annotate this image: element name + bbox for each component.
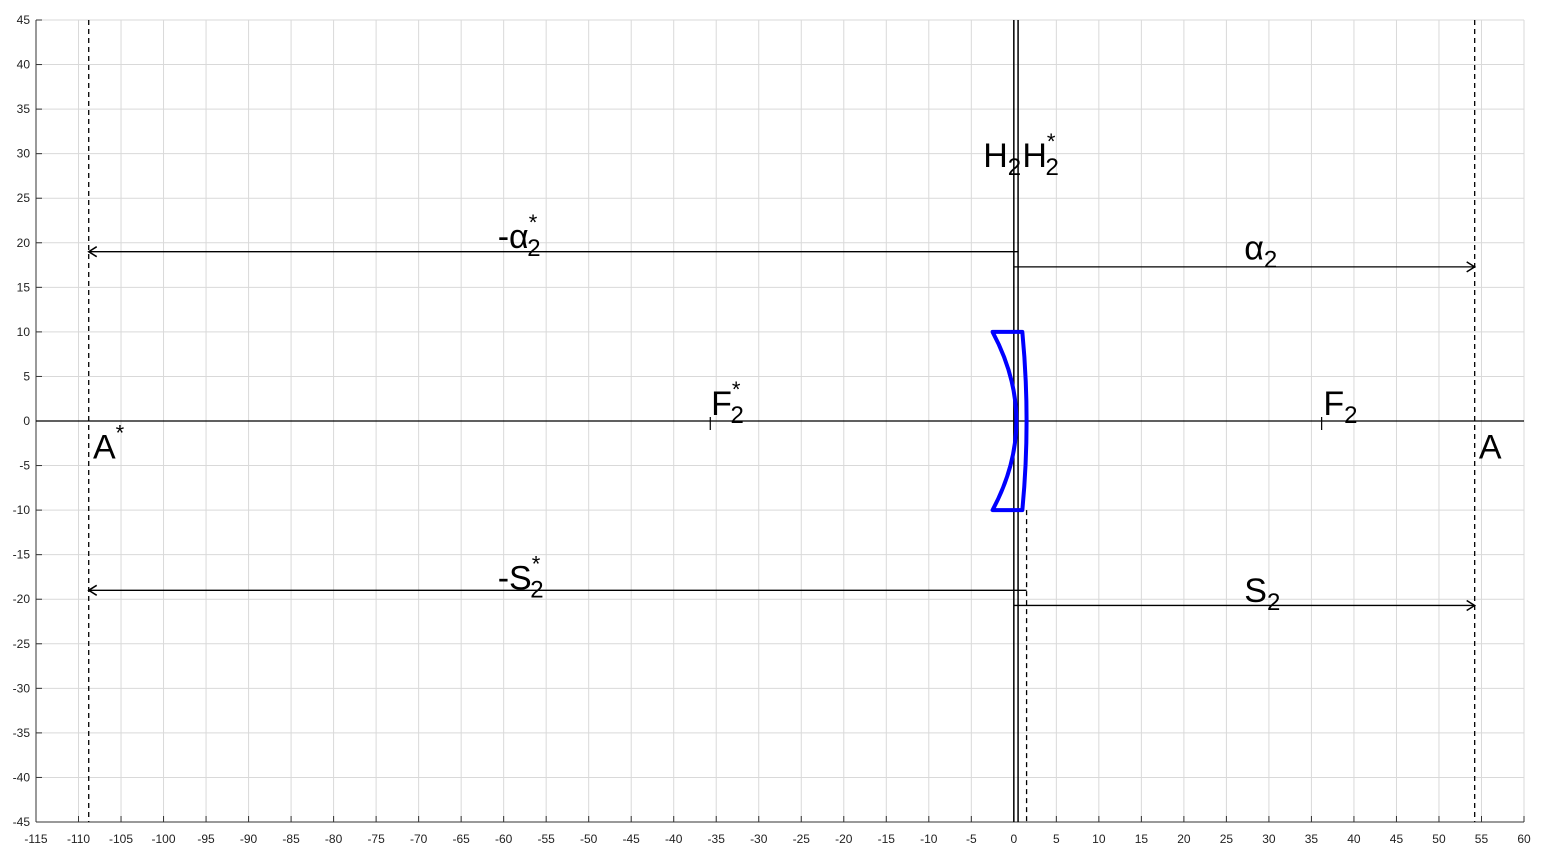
- x-tick-label: -110: [67, 832, 90, 846]
- x-tick-label: -20: [835, 832, 853, 846]
- x-tick-label: -35: [708, 832, 726, 846]
- x-tick-label: -75: [367, 832, 385, 846]
- y-tick-label: 45: [17, 13, 31, 27]
- label-neg-s2-star: -S* 2: [498, 551, 544, 603]
- x-tick-label: -25: [793, 832, 811, 846]
- x-tick-label: -100: [152, 832, 176, 846]
- label-h2-star: H* 2: [1022, 129, 1058, 181]
- label-f2-star: F* 2: [711, 377, 744, 429]
- arrow-head: [87, 246, 98, 258]
- x-tick-label: -65: [452, 832, 470, 846]
- y-tick-label: 5: [23, 369, 30, 383]
- dashed-lines: [88, 20, 1476, 822]
- y-tick-label: -45: [13, 815, 31, 829]
- y-tick-label: 20: [17, 236, 31, 250]
- x-tick-label: 20: [1177, 832, 1191, 846]
- label-s2: S2: [1244, 572, 1280, 616]
- label-a: A: [1479, 428, 1502, 466]
- x-tick-label: -80: [325, 832, 343, 846]
- y-tick-label: -35: [13, 726, 31, 740]
- x-tick-label: -115: [24, 832, 47, 846]
- x-tick-label: 0: [1010, 832, 1017, 846]
- label-a2: α2: [1244, 230, 1277, 274]
- x-tick-label: -45: [623, 832, 641, 846]
- x-tick-label: 45: [1390, 832, 1404, 846]
- x-tick-label: -15: [878, 832, 896, 846]
- x-tick-label: -30: [750, 832, 768, 846]
- x-tick-label: -90: [240, 832, 258, 846]
- y-tick-label: -25: [13, 637, 31, 651]
- y-tick-label: 25: [17, 191, 31, 205]
- x-tick-label: 55: [1475, 832, 1489, 846]
- axes: [35, 20, 1524, 823]
- lens: [990, 329, 1029, 513]
- y-tick-label: 40: [17, 58, 31, 72]
- x-tick-label: 40: [1347, 832, 1361, 846]
- x-tick-label: -70: [410, 832, 428, 846]
- x-tick-label: -10: [920, 832, 938, 846]
- y-tick-label: -40: [13, 770, 31, 784]
- x-tick-label: -105: [109, 832, 133, 846]
- y-tick-label: -30: [13, 681, 31, 695]
- x-tick-label: -85: [282, 832, 300, 846]
- arrow-head: [1466, 261, 1477, 273]
- y-tick-label: 10: [17, 325, 31, 339]
- label-f2: F2: [1323, 385, 1357, 429]
- x-tick-label: 50: [1432, 832, 1446, 846]
- arrow-head: [87, 584, 98, 596]
- x-tick-label: -55: [537, 832, 555, 846]
- diagram-labels: H2 H* 2 -α* 2 α2 F* 2 F2 A* A -S* 2 S2: [93, 129, 1502, 616]
- x-tick-label: -60: [495, 832, 513, 846]
- x-tick-label: -50: [580, 832, 598, 846]
- axis-ticks: -115 -110 -105 -100 -95 -90 -85 -80 -75 -70 -65 -60…: [13, 13, 1531, 846]
- x-tick-label: 35: [1305, 832, 1319, 846]
- label-h2: H2: [983, 137, 1021, 181]
- label-a-star: A*: [93, 420, 125, 466]
- x-tick-label: 5: [1053, 832, 1060, 846]
- x-tick-label: 25: [1220, 832, 1234, 846]
- y-tick-label: 30: [17, 147, 31, 161]
- y-tick-label: 15: [17, 280, 31, 294]
- x-tick-label: -95: [197, 832, 215, 846]
- x-tick-label: 60: [1517, 832, 1531, 846]
- y-tick-label: -5: [19, 459, 30, 473]
- y-tick-label: -20: [13, 592, 31, 606]
- x-tick-label: 30: [1262, 832, 1276, 846]
- x-tick-label: -40: [665, 832, 683, 846]
- y-tick-label: 35: [17, 102, 31, 116]
- y-tick-label: -10: [13, 503, 31, 517]
- label-neg-a2-star: -α* 2: [498, 210, 541, 262]
- x-tick-label: -5: [966, 832, 977, 846]
- x-tick-label: 15: [1135, 832, 1149, 846]
- distance-arrows: [87, 246, 1477, 612]
- x-tick-label: 10: [1092, 832, 1106, 846]
- y-tick-label: 0: [23, 414, 30, 428]
- y-tick-label: -15: [13, 548, 31, 562]
- arrow-head: [1466, 599, 1477, 612]
- lens-outline: [990, 329, 1029, 513]
